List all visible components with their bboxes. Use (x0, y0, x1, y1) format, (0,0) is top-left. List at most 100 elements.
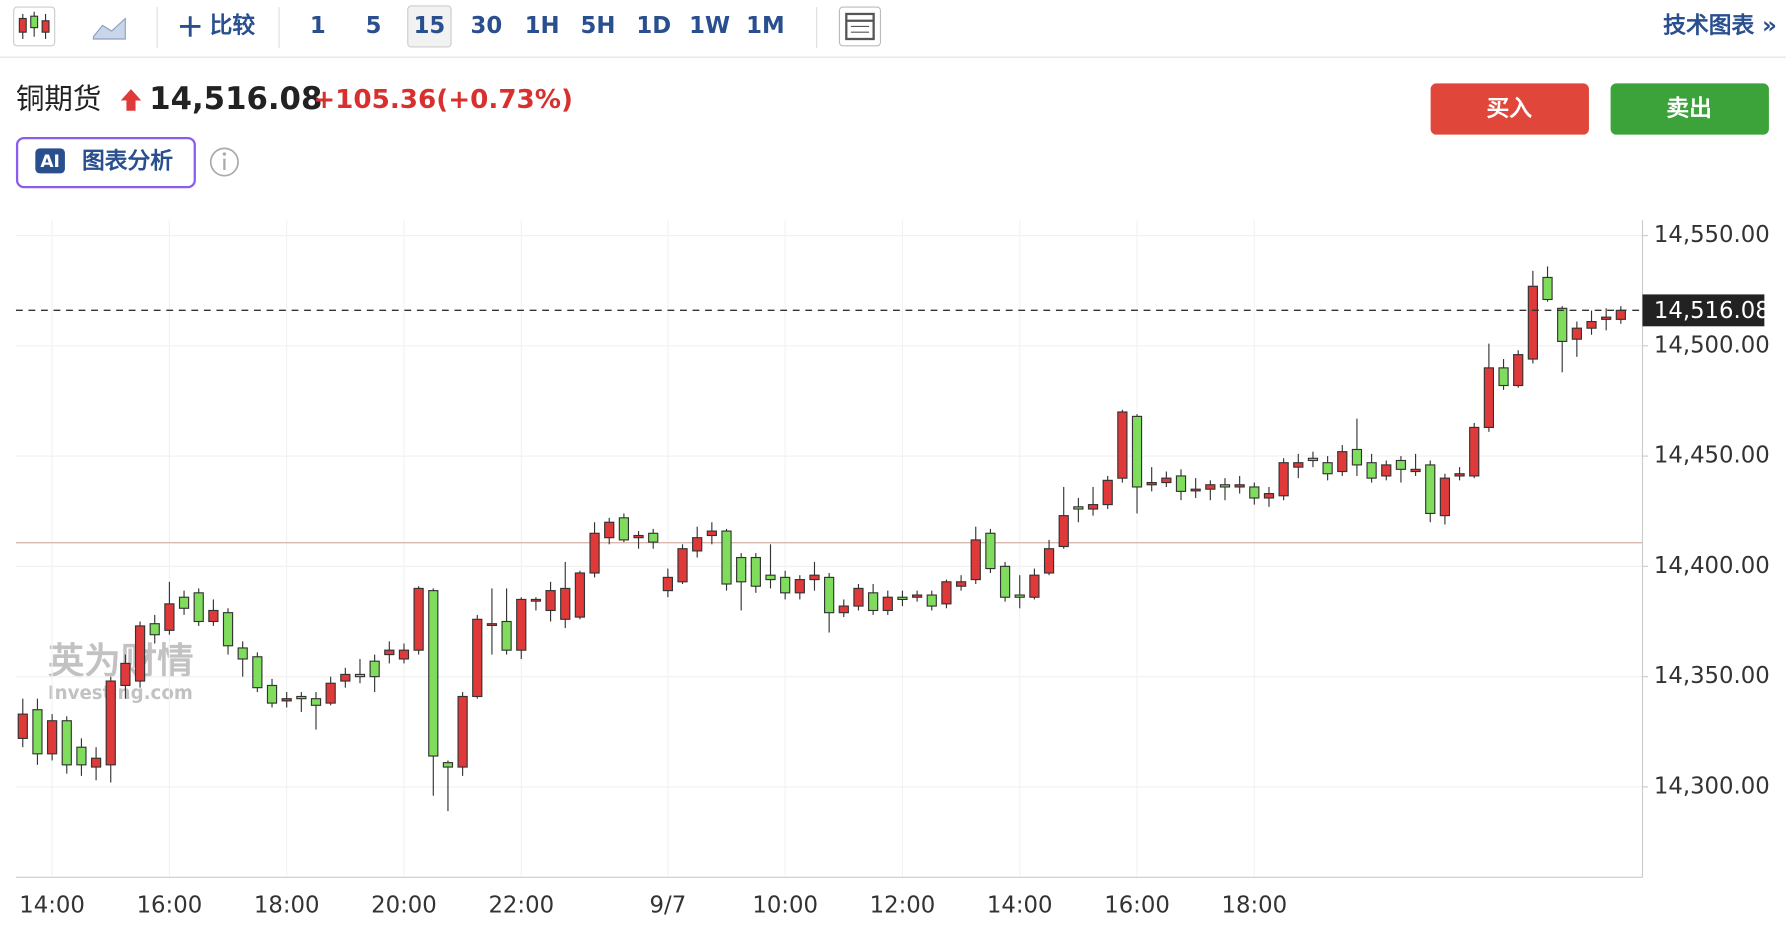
instrument-title: 铜期货 (16, 83, 101, 116)
candle-body (1263, 493, 1275, 499)
y-tick-label: 14,550.00 (1654, 222, 1770, 248)
interval-button[interactable]: 1M (746, 13, 785, 39)
x-tick-label: 14:00 (19, 892, 85, 918)
plus-icon (179, 16, 201, 37)
candle-body (1498, 367, 1509, 387)
candle-body (281, 698, 292, 702)
candle-body (164, 603, 175, 631)
candle-body (1058, 515, 1069, 548)
interval-selected[interactable] (407, 5, 452, 48)
interval-button[interactable]: 1D (636, 13, 671, 39)
buy-button[interactable] (1430, 83, 1589, 135)
candle-body (1571, 327, 1582, 340)
ai-badge: AI (40, 152, 60, 172)
x-tick-label: 18:00 (1222, 892, 1288, 918)
candle-body (1439, 477, 1451, 517)
x-tick-label: 16:00 (137, 892, 203, 918)
interval-button[interactable]: 5 (366, 13, 382, 39)
compare-button[interactable]: 比较 (210, 12, 256, 39)
candle-body (17, 713, 28, 739)
y-tick-label: 14,350.00 (1654, 663, 1770, 689)
layout-icon[interactable] (838, 6, 882, 47)
last-price: 14,516.08 (149, 81, 322, 117)
interval-button[interactable]: 1H (525, 13, 560, 39)
interval-button[interactable]: 30 (471, 13, 503, 39)
candle-body (149, 623, 160, 636)
candle-body (1102, 479, 1113, 506)
candle-body (1205, 484, 1216, 490)
y-tick-label: 14,300.00 (1654, 773, 1770, 799)
candle-body (897, 596, 908, 601)
candle-body (618, 517, 630, 541)
x-tick-label: 12:00 (870, 892, 936, 918)
x-tick-label: 16:00 (1104, 892, 1170, 918)
candle-body (1425, 464, 1436, 515)
x-tick-label: 14:00 (987, 892, 1053, 918)
candle-body (692, 537, 703, 552)
candle-body (1175, 475, 1187, 492)
candle-body (750, 556, 761, 587)
buy-label[interactable]: 买入 (1486, 96, 1532, 122)
info-icon[interactable] (209, 147, 239, 177)
candle-body (677, 548, 688, 583)
candle-body (530, 598, 542, 602)
candle-body (472, 618, 483, 698)
x-tick-label: 22:00 (488, 892, 554, 918)
candle-body (1601, 316, 1612, 320)
candle-body (1366, 462, 1377, 479)
candle-body (985, 532, 996, 570)
sell-label[interactable]: 卖出 (1666, 96, 1712, 122)
candle-body (134, 625, 146, 682)
candle-body (178, 596, 190, 609)
candle-body (662, 576, 673, 592)
candle-icon[interactable] (13, 6, 56, 47)
candle-body (384, 649, 395, 656)
candle-body (1381, 464, 1392, 477)
candle-body (1395, 459, 1407, 470)
candle-body (1483, 367, 1495, 428)
interval-button[interactable]: 1W (689, 13, 730, 39)
last-price-tag (1642, 294, 1765, 327)
candle-body (838, 605, 849, 614)
candle-body (1131, 415, 1143, 488)
ai-analysis-label[interactable]: 图表分析 (82, 149, 173, 175)
candle-body (970, 539, 981, 581)
interval-button[interactable]: 5H (581, 13, 616, 39)
candle-body (1351, 448, 1363, 466)
candle-body (486, 623, 498, 626)
candle-body (824, 576, 835, 614)
candle-body (61, 720, 72, 766)
candle-body (398, 649, 410, 660)
candle-body (1410, 468, 1421, 473)
candle-body (1219, 484, 1231, 488)
candle-body (1190, 488, 1201, 492)
candle-body (428, 590, 439, 757)
interval-group: 1 5 15 30 1H 5H 1D 1W 1M (310, 5, 785, 48)
candle-body (706, 530, 717, 537)
candle-body (794, 579, 805, 594)
candle-body (867, 592, 879, 612)
interval-button[interactable]: 1 (310, 13, 326, 39)
up-arrow (120, 89, 142, 111)
x-tick-label: 18:00 (254, 892, 320, 918)
candle-body (222, 612, 234, 647)
candle-body (1527, 285, 1538, 360)
sell-button[interactable] (1610, 83, 1769, 135)
candle-body (809, 574, 820, 581)
ai-badge-bg (35, 148, 65, 174)
candle-body (120, 662, 131, 687)
y-tick-label: 14,400.00 (1654, 553, 1770, 579)
candle-body (1087, 504, 1099, 510)
candle-body (252, 656, 263, 689)
technical-chart-link[interactable]: 技术图表 » (1663, 13, 1777, 39)
interval-button[interactable]: 15 (414, 13, 446, 39)
y-tick-label: 14,500.00 (1654, 332, 1770, 358)
candle-body (1322, 462, 1333, 475)
candle-body (1454, 473, 1465, 477)
candle-body (911, 594, 923, 598)
candle-body (1014, 594, 1025, 598)
candle-body (1557, 307, 1568, 342)
area-icon[interactable] (92, 17, 126, 40)
candle-body (1337, 451, 1348, 473)
